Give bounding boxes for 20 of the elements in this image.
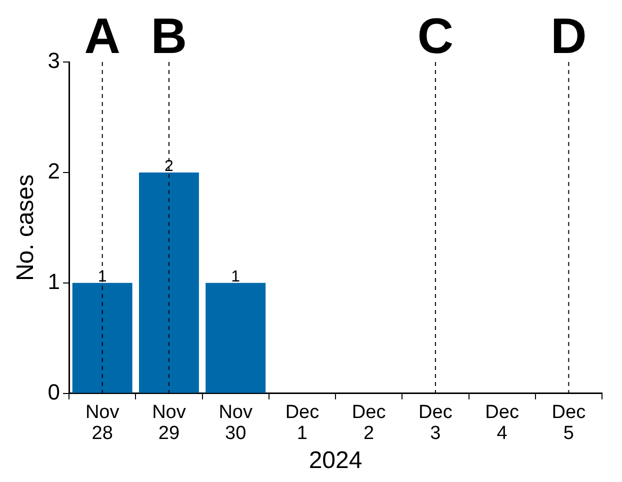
y-axis-title: No. cases <box>12 174 40 282</box>
x-tick-label: Nov 30 <box>218 402 253 444</box>
x-tick-label: Nov 28 <box>85 402 120 444</box>
x-tick-label: Dec 3 <box>418 402 452 444</box>
ref-line-label: A <box>84 8 120 64</box>
data-label: 1 <box>231 268 240 286</box>
x-tick-label: Dec 4 <box>485 402 519 444</box>
x-axis-title: 2024 <box>308 447 362 474</box>
y-tick-label: 0 <box>48 379 60 404</box>
ref-line-label: D <box>550 8 587 64</box>
data-label: 2 <box>164 158 174 175</box>
x-tick-label: Dec 5 <box>552 402 586 444</box>
x-tick-label: Nov 29 <box>152 402 186 444</box>
y-tick-label: 1 <box>48 268 60 294</box>
y-tick-label: 3 <box>48 48 60 74</box>
x-tick-label: Dec 2 <box>352 402 386 444</box>
ref-line-label: B <box>150 8 188 64</box>
y-tick-label: 2 <box>48 158 60 184</box>
ref-line-label: C <box>417 8 454 64</box>
x-tick-label: Dec 1 <box>285 402 320 444</box>
